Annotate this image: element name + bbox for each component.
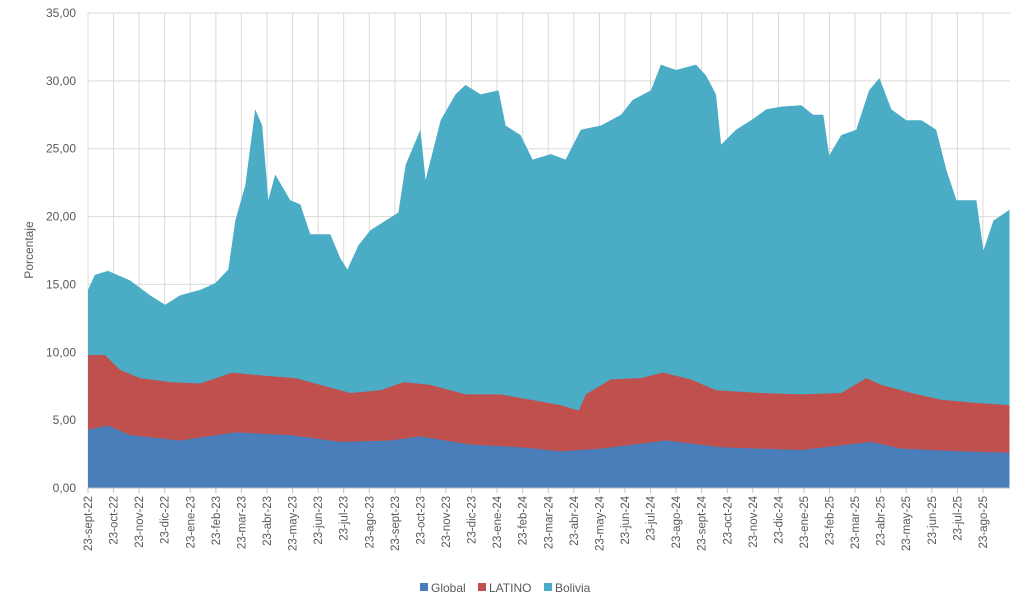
x-axis-ticks: 23-sept-22 23-oct-22 23-nov-22 23-dic-22 23-… — [83, 488, 990, 551]
x-tick-label: 23-jun-24 — [620, 495, 632, 544]
y-axis-label: Porcentaje — [22, 221, 36, 279]
x-tick-label: 23-dic-22 — [160, 496, 172, 544]
legend: Global LATINO Bolivia — [420, 581, 591, 595]
x-tick-label: 23-ene-25 — [799, 496, 811, 548]
x-tick-label: 23-jul-24 — [646, 495, 658, 540]
area-bolivia — [88, 64, 1010, 488]
x-tick-label: 23-ene-23 — [185, 496, 197, 548]
x-tick-label: 23-dic-23 — [467, 496, 479, 544]
x-tick-label: 23-sept-24 — [697, 495, 709, 551]
area-global — [88, 425, 1010, 488]
x-tick-label: 23-mar-25 — [850, 496, 862, 549]
y-tick-label: 35,00 — [46, 6, 76, 20]
y-tick-label: 5,00 — [53, 413, 77, 427]
x-tick-label: 23-mar-24 — [543, 495, 555, 549]
y-tick-label: 20,00 — [46, 210, 76, 224]
x-tick-label: 23-nov-24 — [748, 495, 760, 547]
x-tick-label: 23-oct-23 — [415, 496, 427, 545]
x-tick-label: 23-may-24 — [594, 495, 606, 551]
x-tick-label: 23-oct-24 — [722, 495, 734, 544]
x-tick-label: 23-ene-24 — [492, 495, 504, 548]
x-tick-label: 23-abr-24 — [569, 495, 581, 545]
x-tick-label: 23-abr-23 — [262, 496, 274, 546]
y-tick-label: 25,00 — [46, 142, 76, 156]
y-tick-label: 10,00 — [46, 345, 76, 359]
legend-swatch-bolivia — [544, 583, 552, 591]
x-tick-label: 23-nov-23 — [441, 496, 453, 548]
x-tick-label: 23-dic-24 — [773, 495, 785, 544]
x-tick-label: 23-jul-23 — [339, 496, 351, 541]
x-tick-label: 23-may-23 — [288, 496, 300, 551]
x-tick-label: 23-ago-23 — [364, 496, 376, 548]
legend-label: LATINO — [489, 581, 531, 595]
legend-label: Bolivia — [555, 581, 591, 595]
legend-swatch-latino — [478, 583, 486, 591]
x-tick-label: 23-jul-25 — [952, 496, 964, 541]
plot-areas — [88, 64, 1010, 488]
x-tick-label: 23-feb-24 — [518, 495, 530, 545]
y-tick-label: 15,00 — [46, 277, 76, 291]
x-tick-label: 23-mar-23 — [236, 496, 248, 549]
x-tick-label: 23-sept-22 — [83, 496, 95, 551]
x-tick-label: 23-nov-22 — [134, 496, 146, 548]
x-tick-label: 23-jun-23 — [313, 496, 325, 545]
x-tick-label: 23-ago-24 — [671, 495, 683, 548]
x-tick-label: 23-feb-25 — [825, 496, 837, 545]
legend-swatch-global — [420, 583, 428, 591]
x-tick-label: 23-sept-23 — [390, 496, 402, 551]
x-tick-label: 23-abr-25 — [876, 496, 888, 546]
x-tick-label: 23-feb-23 — [211, 496, 223, 545]
y-axis-ticks: 0,00 5,00 10,00 15,00 20,00 25,00 30,00 35,00 — [46, 6, 76, 495]
x-tick-label: 23-jun-25 — [927, 496, 939, 545]
x-tick-label: 23-may-25 — [901, 496, 913, 551]
y-tick-label: 0,00 — [53, 481, 77, 495]
x-tick-label: 23-ago-25 — [978, 496, 990, 548]
x-tick-label: 23-oct-22 — [109, 496, 121, 545]
legend-label: Global — [431, 581, 466, 595]
y-tick-label: 30,00 — [46, 74, 76, 88]
